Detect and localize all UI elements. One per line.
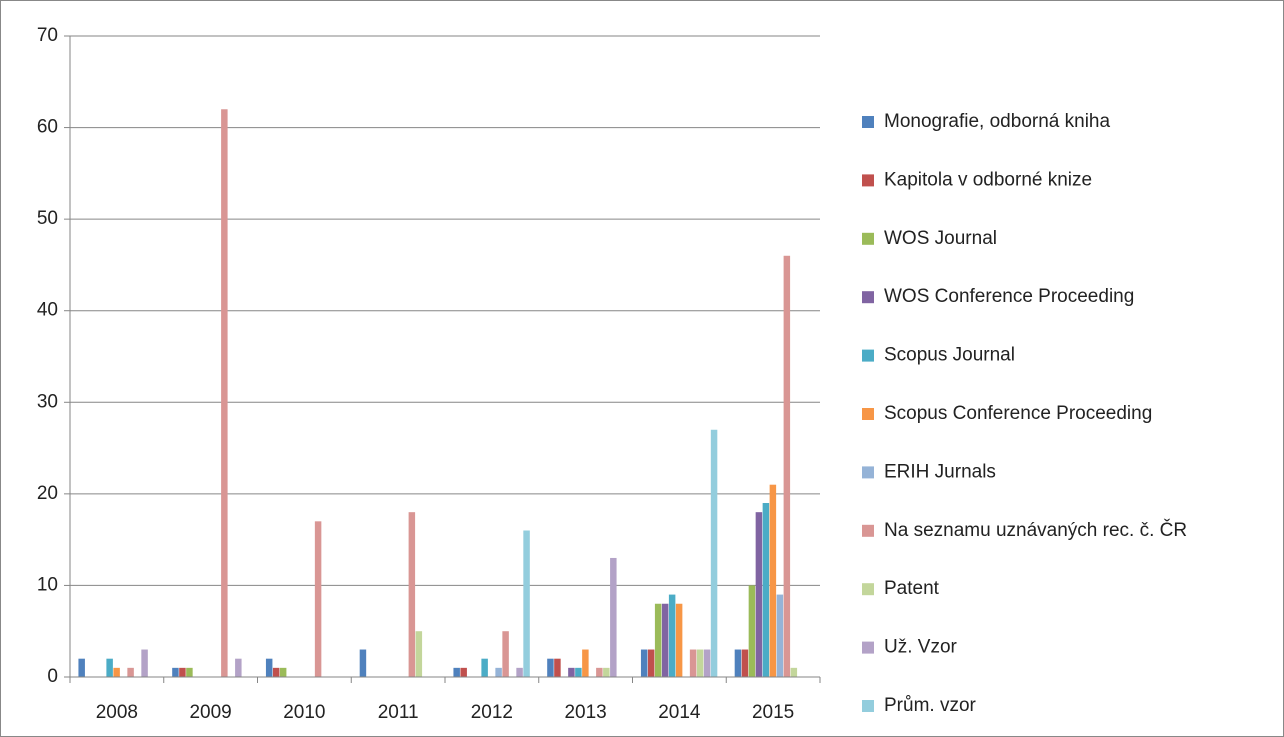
legend-label: Scopus Conference Proceeding <box>884 403 1152 424</box>
y-tick-label: 50 <box>37 208 58 229</box>
bar <box>596 667 603 677</box>
legend-label: Na seznamu uznávaných rec. č. ČR <box>884 519 1187 541</box>
y-tick-label: 40 <box>37 300 58 321</box>
bar <box>783 255 791 677</box>
bar <box>668 594 676 677</box>
legend-swatch <box>862 174 874 187</box>
bar <box>762 503 770 677</box>
legend-label: WOS Journal <box>884 228 997 249</box>
legend-label: Už. Vzor <box>884 637 958 658</box>
y-tick-label: 30 <box>37 391 58 412</box>
bar <box>654 603 662 677</box>
bar <box>113 667 120 677</box>
bar <box>547 658 554 677</box>
bar <box>734 649 742 677</box>
x-tick-label: 2009 <box>189 702 231 723</box>
bar <box>314 521 322 677</box>
bar <box>776 594 784 677</box>
bar <box>516 667 523 677</box>
x-tick-label: 2010 <box>283 702 325 723</box>
bar <box>179 667 186 677</box>
legend-label: Prům. vzor <box>884 695 977 716</box>
x-tick-label: 2015 <box>752 702 794 723</box>
bar <box>523 530 530 677</box>
x-tick-label: 2013 <box>564 702 606 723</box>
bar <box>481 658 488 677</box>
legend-label: Monografie, odborná kniha <box>884 111 1110 132</box>
bar <box>359 649 367 677</box>
bar <box>741 649 749 677</box>
y-tick-label: 0 <box>47 666 58 687</box>
x-tick-label: 2012 <box>471 702 513 723</box>
bar <box>172 667 179 677</box>
bar <box>221 109 228 677</box>
bar <box>769 484 777 677</box>
legend-label: Scopus Journal <box>884 345 1015 366</box>
legend-swatch <box>862 583 874 596</box>
bar <box>689 649 697 677</box>
bar <box>703 649 711 677</box>
bar <box>640 649 648 677</box>
bar <box>610 557 617 677</box>
legend-swatch <box>862 524 874 537</box>
bar <box>710 429 718 677</box>
y-tick-label: 20 <box>37 483 58 504</box>
legend-swatch <box>862 700 874 712</box>
x-tick-label: 2014 <box>658 702 701 723</box>
legend-swatch <box>862 232 874 245</box>
bar <box>272 667 280 677</box>
x-tick-label: 2011 <box>378 702 419 723</box>
bar <box>279 667 287 677</box>
bar <box>502 631 509 677</box>
bar <box>755 512 763 677</box>
y-tick-label: 10 <box>37 574 58 595</box>
bar <box>415 631 423 677</box>
legend-swatch <box>862 641 874 654</box>
bar <box>554 658 561 677</box>
bar <box>790 667 798 677</box>
legend-swatch <box>862 291 874 304</box>
legend-swatch <box>862 349 874 362</box>
bar <box>603 667 610 677</box>
bar <box>106 658 113 677</box>
legend-swatch <box>862 116 874 128</box>
bar <box>675 603 683 677</box>
bar <box>568 667 575 677</box>
bar <box>661 603 669 677</box>
bar <box>453 667 460 677</box>
bar <box>235 658 242 677</box>
y-tick-label: 70 <box>37 25 58 46</box>
y-tick-label: 60 <box>37 117 58 138</box>
bar <box>265 658 273 677</box>
bar <box>495 667 502 677</box>
legend-label: Patent <box>884 578 940 599</box>
bar <box>647 649 655 677</box>
legend-label: WOS Conference Proceeding <box>884 286 1134 307</box>
bar <box>78 658 85 677</box>
legend-swatch <box>862 408 874 420</box>
bar <box>575 667 582 677</box>
x-tick-label: 2008 <box>96 702 138 723</box>
bar <box>748 585 756 677</box>
bar <box>582 649 589 677</box>
bar <box>460 667 467 677</box>
bar <box>696 649 704 677</box>
bar <box>127 667 134 677</box>
legend-swatch <box>862 466 874 479</box>
legend-label: Kapitola v odborné knize <box>884 169 1092 190</box>
bar <box>186 667 193 677</box>
bar <box>408 512 416 677</box>
legend-label: ERIH Jurnals <box>884 461 996 482</box>
bar <box>141 649 148 677</box>
